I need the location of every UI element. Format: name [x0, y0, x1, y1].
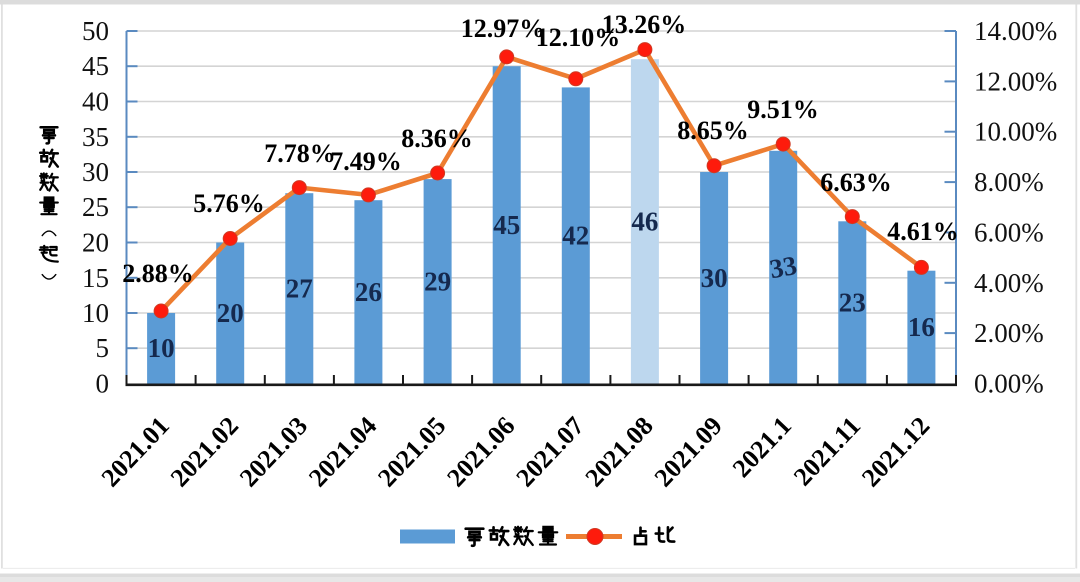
svg-text:33: 33 — [767, 250, 799, 284]
svg-text:10: 10 — [148, 333, 175, 363]
svg-text:5.76%: 5.76% — [193, 189, 265, 218]
svg-text:14.00%: 14.00% — [974, 16, 1057, 46]
svg-text:45: 45 — [493, 210, 520, 240]
svg-text:13.26%: 13.26% — [602, 10, 687, 39]
svg-text:23: 23 — [839, 287, 866, 317]
svg-text:7.49%: 7.49% — [330, 147, 402, 176]
svg-text:9.51%: 9.51% — [747, 95, 819, 124]
svg-text:40: 40 — [82, 87, 109, 117]
svg-text:50: 50 — [82, 16, 109, 46]
svg-text:2.00%: 2.00% — [974, 318, 1044, 348]
svg-text:16: 16 — [908, 312, 935, 342]
svg-text:20: 20 — [82, 228, 109, 258]
svg-text:46: 46 — [631, 206, 658, 236]
svg-text:12.10%: 12.10% — [536, 23, 621, 52]
svg-text:35: 35 — [82, 122, 109, 152]
svg-text:26: 26 — [355, 277, 382, 307]
svg-text:30: 30 — [701, 263, 728, 293]
svg-text:6.63%: 6.63% — [820, 168, 892, 197]
svg-text:20: 20 — [217, 298, 244, 328]
svg-text:8.00%: 8.00% — [974, 167, 1044, 197]
svg-text:27: 27 — [286, 273, 313, 303]
svg-text:5: 5 — [96, 333, 110, 363]
svg-text:7.78%: 7.78% — [264, 139, 336, 168]
svg-text:42: 42 — [562, 220, 589, 250]
svg-text:10: 10 — [82, 298, 109, 328]
svg-text:29: 29 — [424, 266, 451, 296]
svg-text:12.97%: 12.97% — [461, 14, 546, 43]
svg-text:12.00%: 12.00% — [974, 66, 1057, 96]
svg-text:6.00%: 6.00% — [974, 217, 1044, 247]
svg-text:2.88%: 2.88% — [122, 259, 194, 288]
svg-text:8.36%: 8.36% — [401, 124, 473, 153]
svg-text:8.65%: 8.65% — [677, 116, 749, 145]
svg-text:30: 30 — [82, 157, 109, 187]
svg-text:0.00%: 0.00% — [974, 369, 1044, 399]
svg-text:15: 15 — [82, 263, 109, 293]
svg-text:25: 25 — [82, 192, 109, 222]
svg-text:4.00%: 4.00% — [974, 268, 1044, 298]
svg-text:4.61%: 4.61% — [887, 217, 959, 246]
svg-text:10.00%: 10.00% — [974, 117, 1057, 147]
svg-text:0: 0 — [96, 369, 110, 399]
svg-text:45: 45 — [82, 51, 109, 81]
